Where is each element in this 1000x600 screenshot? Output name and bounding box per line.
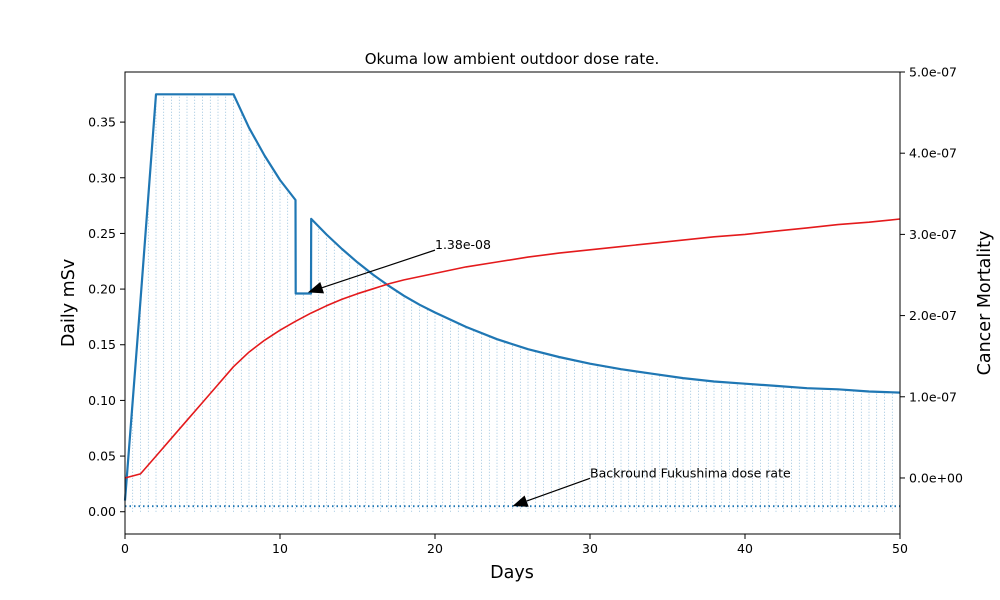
plot-frame — [124, 71, 901, 535]
y2-tick-label: 0.0e+00 — [909, 470, 963, 485]
annotation-arrow-line — [321, 249, 436, 289]
annotation-text: Backround Fukushima dose rate — [590, 465, 791, 480]
y2-tick-label: 3.0e-07 — [909, 227, 957, 242]
annotation-arrow-head — [512, 495, 529, 507]
x-tick-label: 40 — [737, 541, 753, 556]
y2-axis-ticks: 0.0e+00 1.0e-07 2.0e-07 3.0e-07 4.0e-07 5.0e-… — [900, 65, 963, 485]
y2-axis-label: Cancer Mortality — [975, 231, 995, 376]
y-tick-label: 0.10 — [88, 393, 116, 408]
y-axis-ticks: 0.00 0.05 0.10 0.15 0.20 0.25 0.30 0.35 — [88, 115, 125, 519]
x-tick-label: 10 — [272, 541, 288, 556]
y-tick-label: 0.15 — [88, 337, 116, 352]
x-tick-label: 30 — [582, 541, 598, 556]
y-tick-label: 0.35 — [88, 115, 116, 130]
daily-dose-line — [123, 93, 901, 501]
x-tick-label: 50 — [892, 541, 908, 556]
annotation-text: 1.38e-08 — [435, 237, 491, 252]
cancer-mortality-line — [124, 218, 901, 479]
y-tick-label: 0.00 — [88, 504, 116, 519]
y-tick-label: 0.05 — [88, 449, 116, 464]
x-tick-label: 0 — [121, 541, 129, 556]
y-axis-label: Daily mSv — [59, 259, 79, 347]
chart-title: Okuma low ambient outdoor dose rate. — [365, 50, 660, 68]
series-layer — [123, 93, 901, 501]
y-tick-label: 0.30 — [88, 170, 116, 185]
y2-tick-label: 2.0e-07 — [909, 308, 957, 323]
y-tick-label: 0.25 — [88, 226, 116, 241]
annotation-arrow-line — [526, 477, 591, 502]
drop-lines — [132, 94, 893, 512]
y2-tick-label: 4.0e-07 — [909, 146, 957, 161]
y-tick-label: 0.20 — [88, 282, 116, 297]
annotations: 1.38e-08 Backround Fukushima dose rate — [307, 237, 791, 507]
x-tick-label: 20 — [427, 541, 443, 556]
y2-tick-label: 5.0e-07 — [909, 65, 957, 80]
x-axis-ticks: 0 10 20 30 40 50 — [121, 534, 908, 556]
x-axis-label: Days — [490, 563, 534, 583]
annotation-arrow-head — [307, 281, 325, 294]
y2-tick-label: 1.0e-07 — [909, 389, 957, 404]
